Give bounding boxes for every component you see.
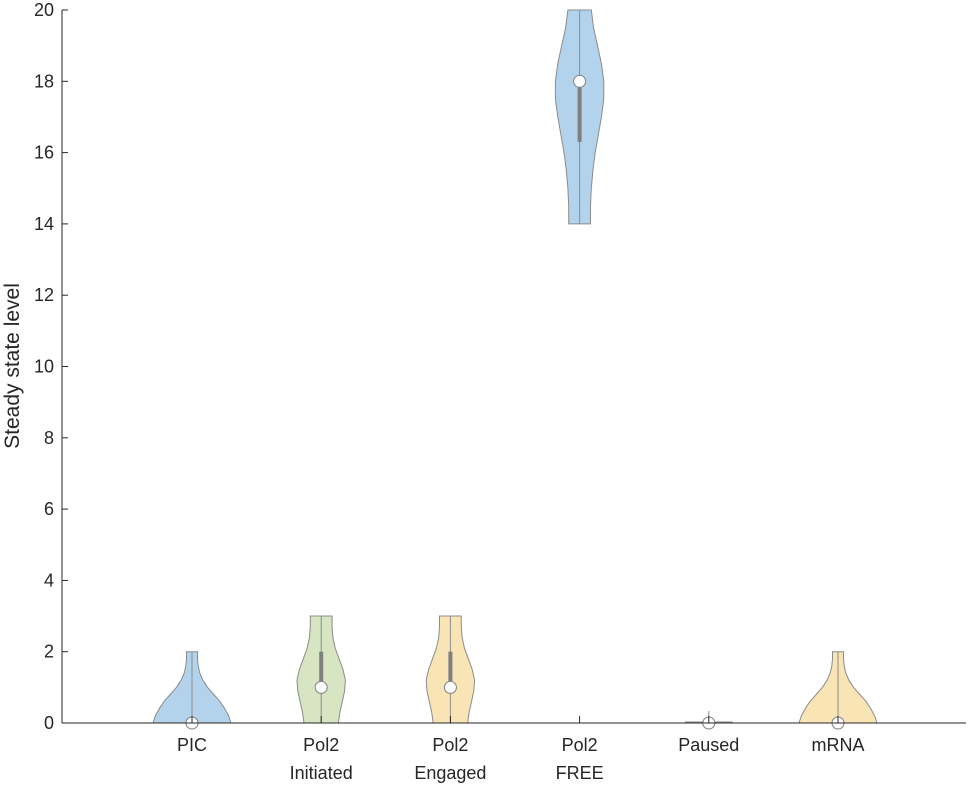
y-tick-label: 18 [34, 71, 54, 91]
y-tick-label: 8 [44, 428, 54, 448]
x-ticks: PIC Pol2 Initiated Pol2 Engaged Pol2 FREE Pause… [177, 716, 865, 783]
median-marker [443, 680, 457, 694]
y-ticks: 0 2 4 6 8 10 12 14 16 18 20 [34, 0, 68, 733]
y-tick-label: 0 [44, 713, 54, 733]
median-marker [573, 74, 587, 88]
axes [61, 10, 966, 724]
y-axis-title: Steady state level [1, 283, 24, 449]
x-tick-label: Paused [678, 735, 739, 755]
violin-3 [554, 9, 605, 225]
median-marker [314, 680, 328, 694]
x-tick-label: Pol2 [432, 735, 468, 755]
y-tick-label: 10 [34, 357, 54, 377]
violin-2 [425, 615, 476, 724]
x-tick-label: FREE [556, 763, 604, 783]
y-tick-label: 20 [34, 0, 54, 20]
x-tick-label: Pol2 [562, 735, 598, 755]
y-tick-label: 14 [34, 214, 54, 234]
x-tick-label: Engaged [414, 763, 486, 783]
x-tick-label: Initiated [290, 763, 353, 783]
x-tick-label: mRNA [812, 735, 865, 755]
y-tick-label: 16 [34, 143, 54, 163]
x-tick-label: PIC [177, 735, 207, 755]
y-tick-label: 4 [44, 570, 54, 590]
y-tick-label: 2 [44, 642, 54, 662]
violin-layer [152, 9, 878, 730]
violin-1 [296, 615, 346, 724]
x-tick-label: Pol2 [303, 735, 339, 755]
y-tick-label: 6 [44, 499, 54, 519]
violin-5 [798, 651, 878, 730]
y-tick-label: 12 [34, 285, 54, 305]
